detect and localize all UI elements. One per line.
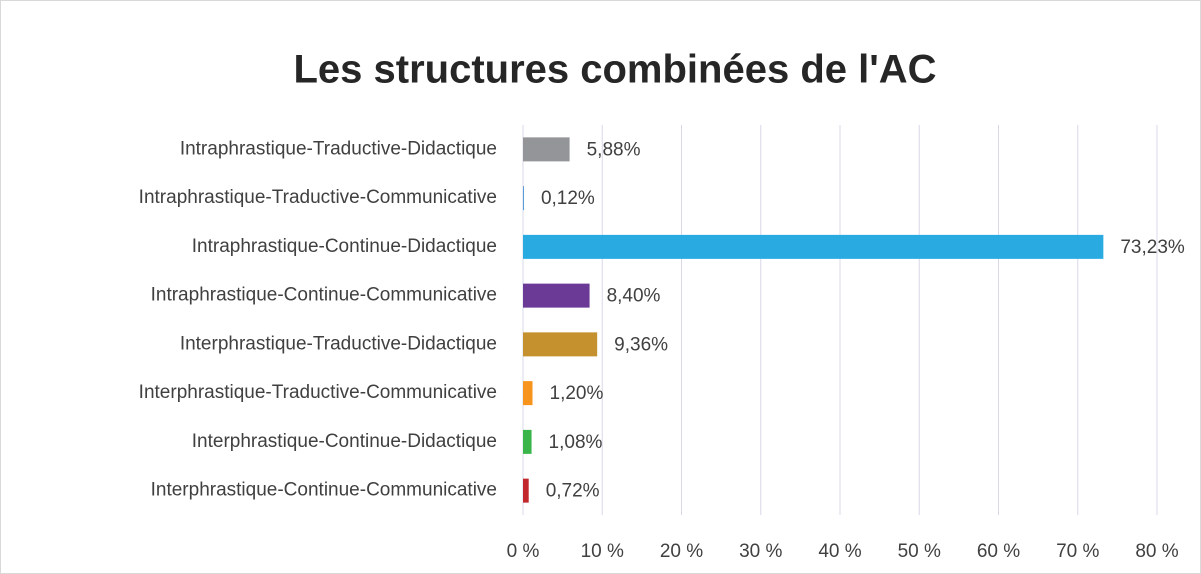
bar (523, 332, 598, 357)
x-tick-label: 10 % (581, 541, 624, 562)
x-tick-label: 0 % (507, 541, 540, 562)
y-tick-label: Interphrastique-Continue-Communicative (151, 480, 497, 501)
x-tick-label: 70 % (1056, 541, 1099, 562)
y-tick-label: Interphrastique-Traductive-Didactique (180, 333, 497, 354)
y-tick-label: Intraphrastique-Continue-Communicative (151, 285, 497, 306)
data-label: 1,20% (550, 383, 604, 404)
x-tick-label: 60 % (977, 541, 1020, 562)
data-label: 0,72% (546, 481, 600, 502)
y-tick-label: Intraphrastique-Continue-Didactique (192, 236, 497, 257)
y-tick-label: Interphrastique-Continue-Didactique (192, 431, 497, 452)
bar (523, 186, 524, 211)
data-label: 8,40% (607, 286, 661, 307)
data-label: 73,23% (1120, 237, 1185, 258)
bar (523, 283, 590, 308)
x-tick-label: 30 % (739, 541, 782, 562)
data-label: 9,36% (614, 334, 668, 355)
bar (523, 429, 532, 454)
y-tick-label: Intraphrastique-Traductive-Communicative (139, 187, 497, 208)
y-tick-label: Interphrastique-Traductive-Communicative (139, 382, 497, 403)
bar (523, 137, 570, 162)
bar (523, 234, 1104, 259)
x-tick-label: 20 % (660, 541, 703, 562)
data-label: 0,12% (541, 188, 595, 209)
data-label: 1,08% (549, 432, 603, 453)
bar (523, 478, 529, 503)
x-tick-label: 40 % (818, 541, 861, 562)
data-label: 5,88% (587, 139, 641, 160)
chart-title: Les structures combinées de l'AC (293, 48, 936, 92)
bar (523, 381, 533, 406)
x-tick-label: 50 % (898, 541, 941, 562)
y-tick-label: Intraphrastique-Traductive-Didactique (180, 138, 497, 159)
x-tick-label: 80 % (1135, 541, 1178, 562)
